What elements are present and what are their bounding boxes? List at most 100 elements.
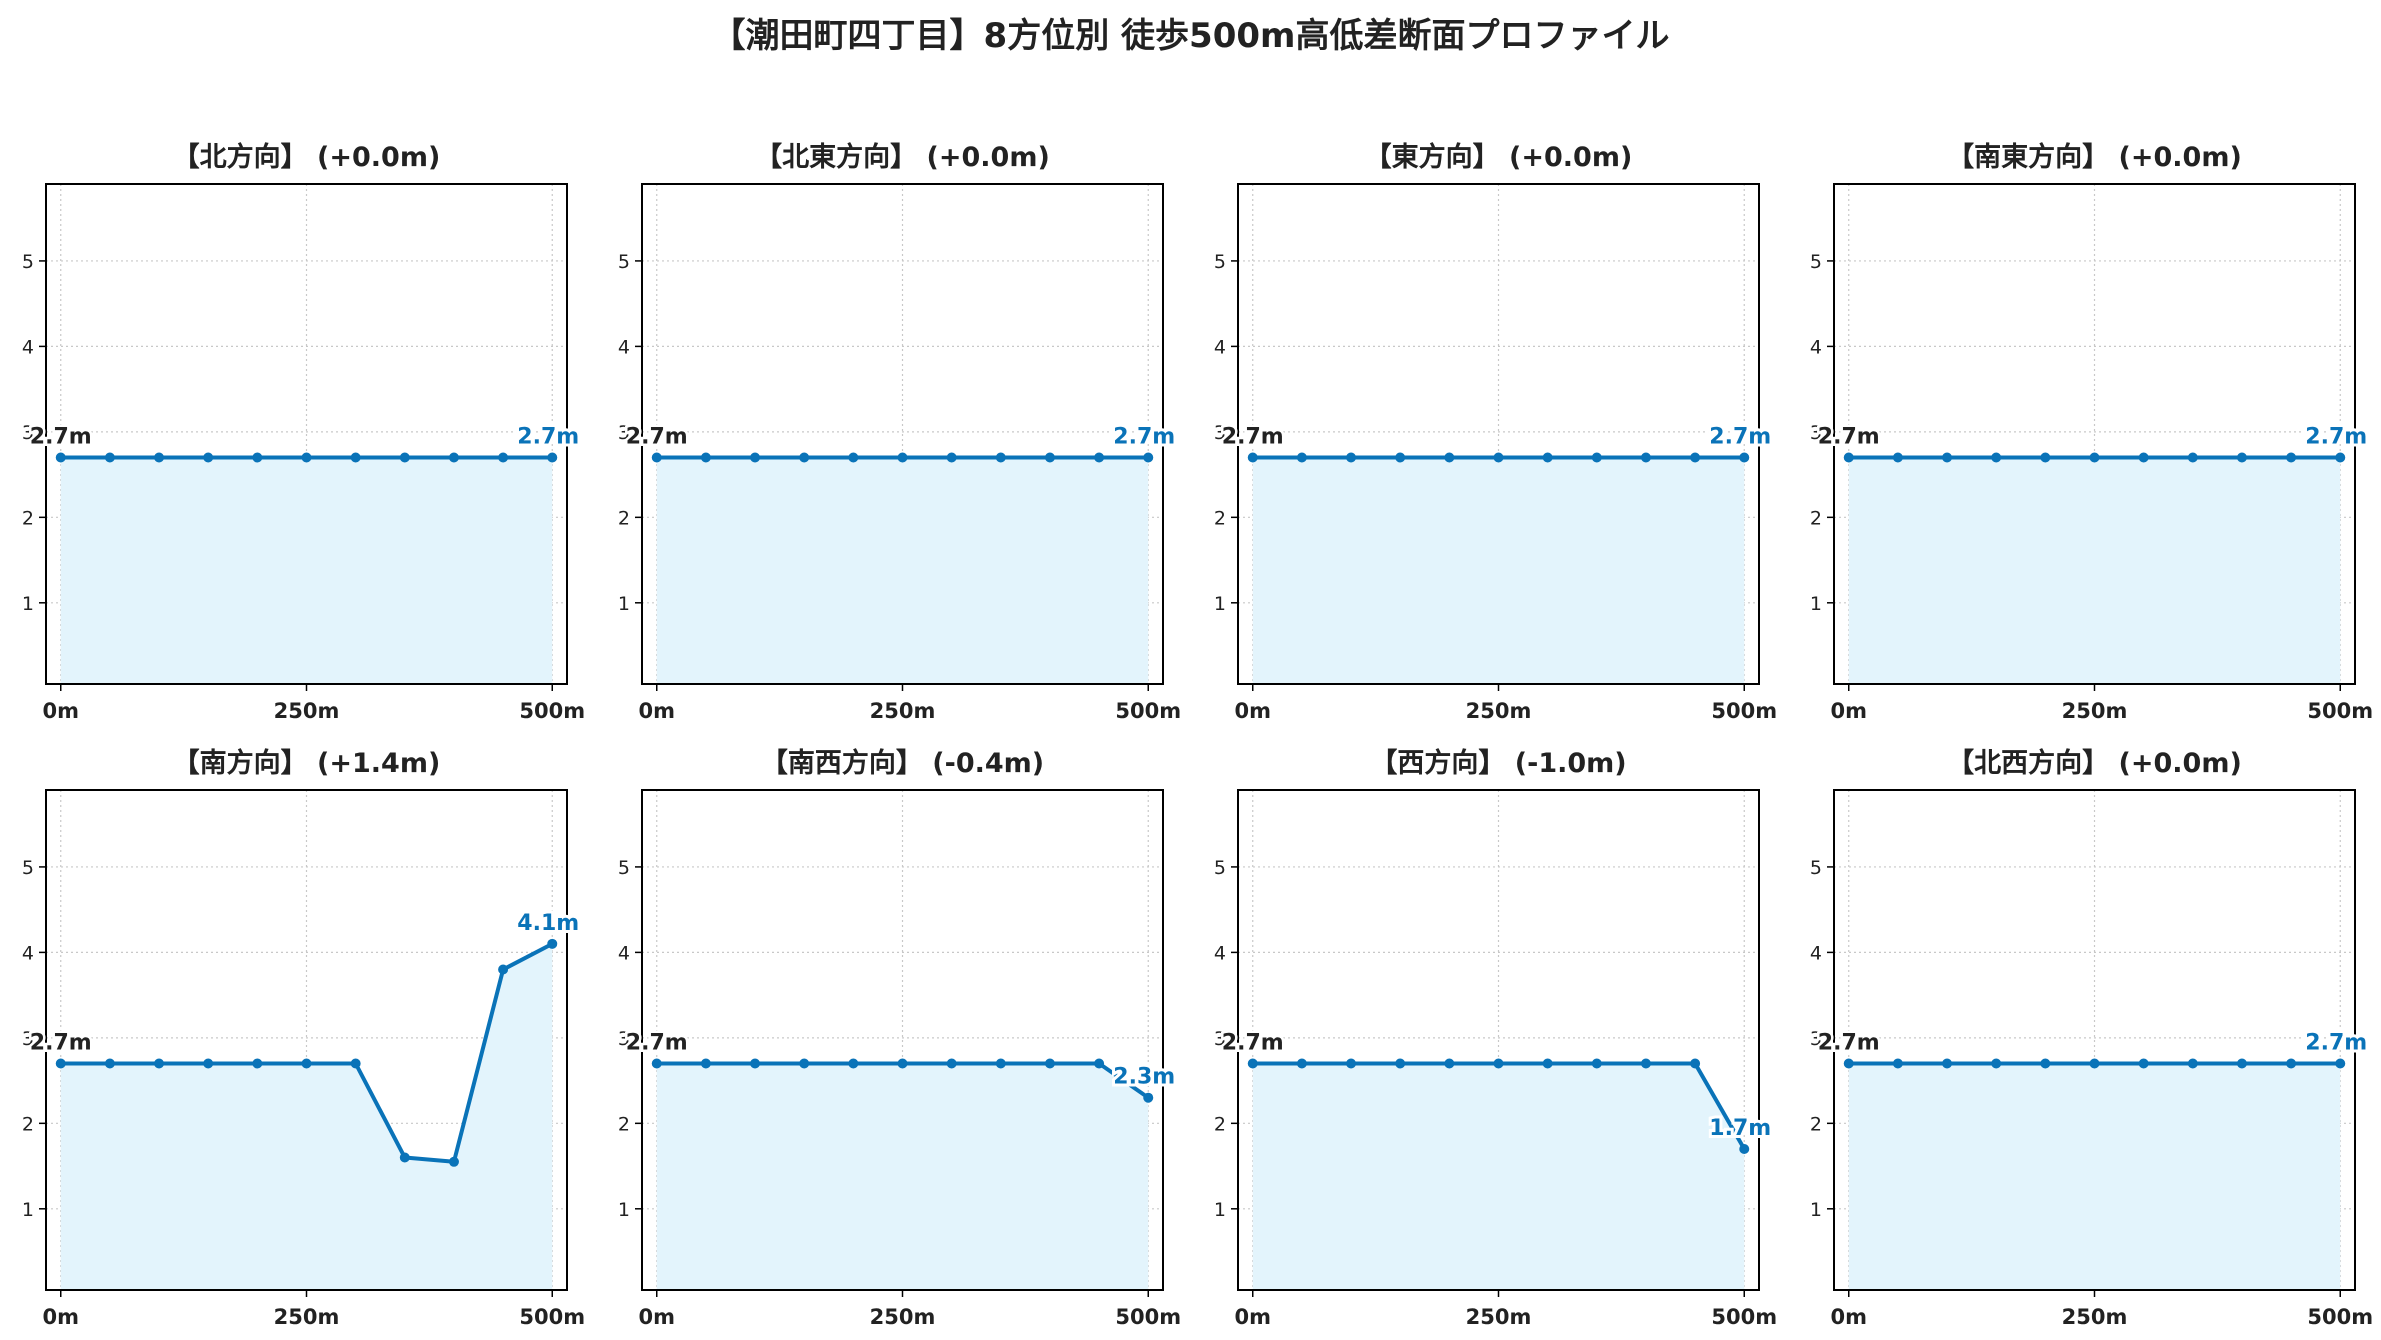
data-point	[55, 1058, 66, 1069]
x-tick-label: 0m	[42, 1305, 79, 1329]
data-point	[1094, 452, 1105, 463]
y-tick-label: 3	[618, 1028, 630, 1050]
data-point	[750, 452, 761, 463]
x-tick-label: 0m	[1234, 1305, 1271, 1329]
data-point	[897, 452, 908, 463]
y-tick-label: 4	[22, 942, 34, 964]
x-tick-label: 250m	[870, 699, 936, 723]
x-tick-label: 500m	[519, 699, 585, 723]
data-point	[1444, 452, 1455, 463]
data-point	[1843, 452, 1854, 463]
chart-panel: 【南方向】 (+1.4m) 1 2 3 4 5 0m 250m 500m 2.7m 4.1m	[22, 747, 585, 1329]
data-point	[2089, 1058, 2100, 1069]
y-tick-label: 2	[1214, 1113, 1226, 1135]
chart-panel: 【南西方向】 (-0.4m) 1 2 3 4 5 0m 250m 500m 2.7m 2.3m	[618, 747, 1181, 1329]
data-point	[301, 1058, 312, 1069]
y-tick-label: 2	[618, 1113, 630, 1135]
data-point	[203, 1058, 214, 1069]
x-tick-label: 500m	[2307, 1305, 2373, 1329]
data-point	[1542, 452, 1553, 463]
data-point	[1640, 452, 1651, 463]
data-point	[2089, 452, 2100, 463]
data-point	[1690, 452, 1701, 463]
start-elevation-label: 2.7m	[30, 1031, 92, 1056]
y-tick-label: 5	[22, 857, 34, 879]
data-point	[498, 452, 509, 463]
data-point	[547, 938, 558, 949]
data-point	[1094, 1058, 1105, 1069]
data-point	[547, 452, 558, 463]
data-point	[399, 452, 410, 463]
chart-title: 【南西方向】 (-0.4m)	[761, 747, 1044, 779]
page-title: 【潮田町四丁目】8方位別 徒歩500m高低差断面プロファイル	[711, 16, 1670, 56]
y-tick-label: 3	[1810, 1028, 1822, 1050]
data-point	[1591, 1058, 1602, 1069]
x-tick-label: 500m	[1711, 699, 1777, 723]
data-point	[2138, 452, 2149, 463]
x-tick-label: 500m	[2307, 699, 2373, 723]
y-tick-label: 4	[22, 336, 34, 358]
data-point	[1640, 1058, 1651, 1069]
data-point	[203, 452, 214, 463]
chart-panel: 【西方向】 (-1.0m) 1 2 3 4 5 0m 250m 500m 2.7m 1.7m	[1214, 747, 1777, 1329]
data-point	[350, 452, 361, 463]
y-tick-label: 5	[22, 251, 34, 273]
data-point	[799, 1058, 810, 1069]
y-tick-label: 4	[1214, 336, 1226, 358]
data-point	[2335, 452, 2346, 463]
x-tick-label: 0m	[638, 699, 675, 723]
data-point	[1542, 1058, 1553, 1069]
data-point	[252, 452, 263, 463]
data-point	[2236, 1058, 2247, 1069]
data-point	[1591, 452, 1602, 463]
y-tick-label: 4	[1810, 942, 1822, 964]
end-elevation-label: 2.7m	[1709, 425, 1771, 450]
data-point	[848, 1058, 859, 1069]
x-tick-label: 0m	[638, 1305, 675, 1329]
x-tick-label: 0m	[1234, 699, 1271, 723]
chart-title: 【東方向】 (+0.0m)	[1365, 141, 1633, 173]
data-point	[897, 1058, 908, 1069]
data-point	[995, 1058, 1006, 1069]
data-point	[1991, 452, 2002, 463]
y-tick-label: 3	[618, 422, 630, 444]
start-elevation-label: 2.7m	[626, 1031, 688, 1056]
data-point	[946, 452, 957, 463]
elevation-area	[656, 457, 1149, 684]
start-elevation-label: 2.7m	[626, 425, 688, 450]
y-tick-label: 1	[1810, 1199, 1822, 1221]
y-tick-label: 5	[618, 251, 630, 273]
end-elevation-label: 2.7m	[2305, 1031, 2367, 1056]
y-tick-label: 2	[22, 507, 34, 529]
data-point	[104, 452, 115, 463]
data-point	[104, 1058, 115, 1069]
data-point	[1247, 452, 1258, 463]
y-tick-label: 1	[618, 1199, 630, 1221]
x-tick-label: 500m	[519, 1305, 585, 1329]
data-point	[700, 1058, 711, 1069]
y-tick-label: 2	[1214, 507, 1226, 529]
chart-panel: 【南東方向】 (+0.0m) 1 2 3 4 5 0m 250m 500m 2.7m 2.7m	[1810, 141, 2373, 723]
data-point	[2138, 1058, 2149, 1069]
data-point	[1892, 1058, 1903, 1069]
data-point	[399, 1152, 410, 1163]
elevation-area	[60, 457, 553, 684]
y-tick-label: 5	[1810, 857, 1822, 879]
data-point	[1143, 452, 1154, 463]
elevation-area	[656, 1063, 1149, 1290]
data-point	[2040, 452, 2051, 463]
data-point	[1044, 452, 1055, 463]
chart-panel: 【北東方向】 (+0.0m) 1 2 3 4 5 0m 250m 500m 2.7m 2.7m	[618, 141, 1181, 723]
data-point	[498, 964, 509, 975]
data-point	[1044, 1058, 1055, 1069]
x-tick-label: 250m	[1466, 1305, 1532, 1329]
data-point	[55, 452, 66, 463]
x-tick-label: 500m	[1115, 699, 1181, 723]
x-tick-label: 0m	[42, 699, 79, 723]
y-tick-label: 1	[22, 593, 34, 615]
data-point	[1346, 452, 1357, 463]
y-tick-label: 4	[1810, 336, 1822, 358]
end-elevation-label: 2.7m	[1113, 425, 1175, 450]
data-point	[448, 1156, 459, 1167]
